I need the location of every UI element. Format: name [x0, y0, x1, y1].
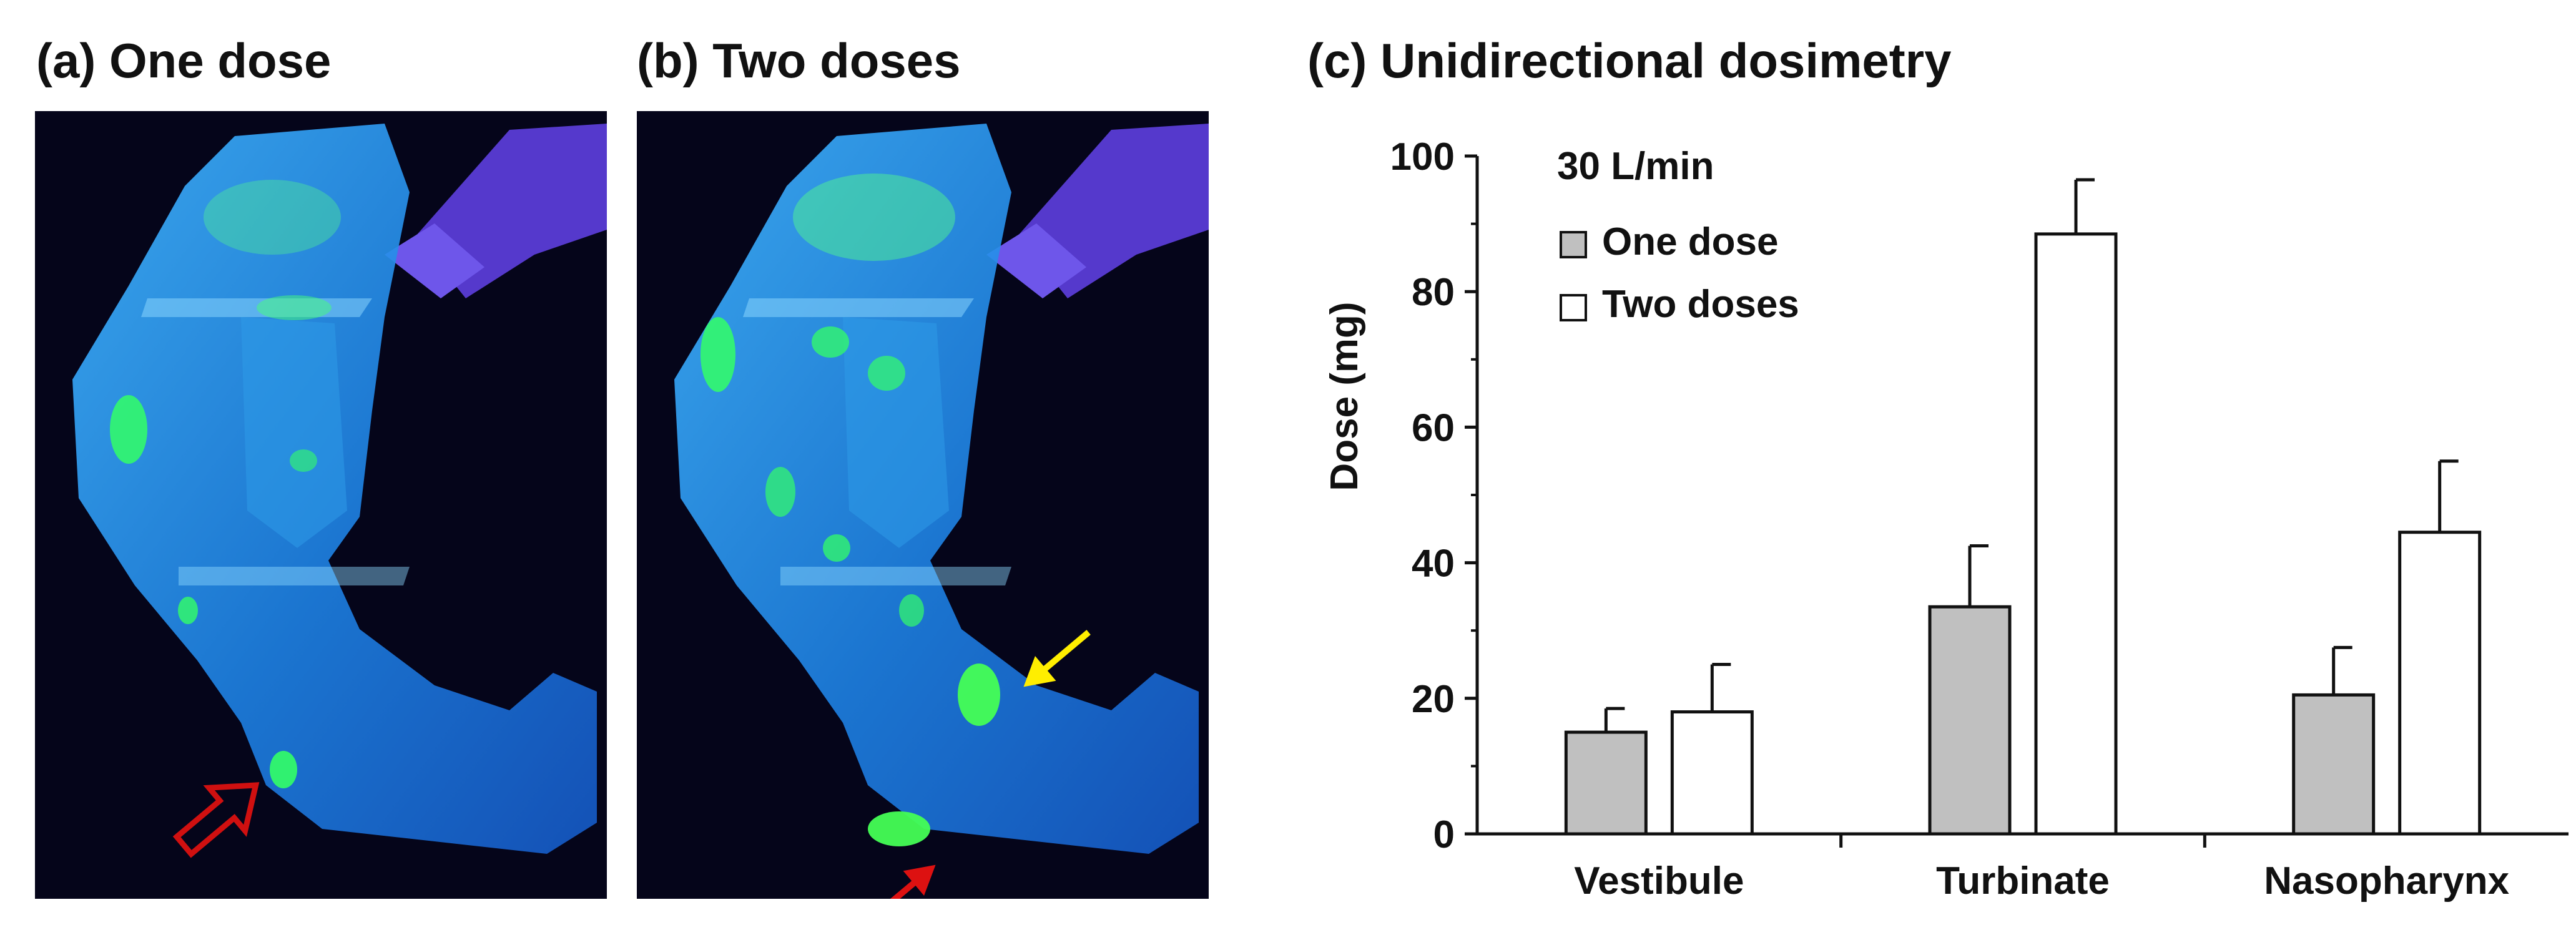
y-tick-label: 40: [1412, 542, 1455, 585]
dose-bar-chart: 0 20 40 60 80 100 Vestibule Turbinate Nasophary…: [1323, 135, 2569, 903]
bar-two-doses-vestibule: [1670, 710, 1754, 836]
panel-a-title: (a) One dose: [36, 33, 332, 88]
legend-label-two-doses: Two doses: [1602, 283, 1799, 326]
bars-group: [1564, 178, 2482, 836]
legend-swatch-one-dose: [1560, 231, 1587, 258]
panel-c-title: (c) Unidirectional dosimetry: [1307, 33, 1952, 88]
y-tick-label: 20: [1412, 678, 1455, 721]
x-category-label: Vestibule: [1574, 859, 1744, 903]
panel-b-title: (b) Two doses: [637, 33, 961, 88]
red-arrow-icon: [868, 864, 936, 899]
bar-two-doses-turbinate: [2034, 232, 2118, 836]
red-outline-arrow-icon: [172, 782, 260, 858]
photo-one-dose: [35, 111, 607, 899]
nasal-cast-image-two-doses: [637, 111, 1209, 899]
legend-annotation: 30 L/min: [1557, 145, 1714, 188]
legend: 30 L/min One dose Two doses: [1557, 145, 1799, 326]
yellow-arrow-icon: [1023, 630, 1091, 687]
bar-one-dose-nasopharynx: [2292, 693, 2376, 836]
bar-one-dose-vestibule: [1564, 730, 1648, 836]
x-axis: [1477, 832, 2569, 848]
x-category-label: Turbinate: [1936, 859, 2110, 903]
y-axis: 0 20 40 60 80 100: [1390, 135, 1479, 856]
photo-two-doses: [637, 111, 1209, 899]
y-tick-label: 0: [1433, 813, 1455, 856]
y-tick-label: 60: [1412, 406, 1455, 449]
nasal-cast-image-one-dose: [35, 111, 607, 899]
y-axis-title: Dose (mg): [1323, 301, 1366, 491]
y-tick-label: 80: [1412, 271, 1455, 314]
bar-two-doses-nasopharynx: [2398, 531, 2482, 836]
category-labels: Vestibule Turbinate Nasopharynx: [1574, 859, 2509, 903]
y-tick-label: 100: [1390, 135, 1455, 179]
x-category-label: Nasopharynx: [2264, 859, 2509, 903]
bar-one-dose-turbinate: [1928, 605, 2012, 836]
legend-swatch-two-doses: [1560, 294, 1587, 321]
legend-label-one-dose: One dose: [1602, 220, 1779, 263]
